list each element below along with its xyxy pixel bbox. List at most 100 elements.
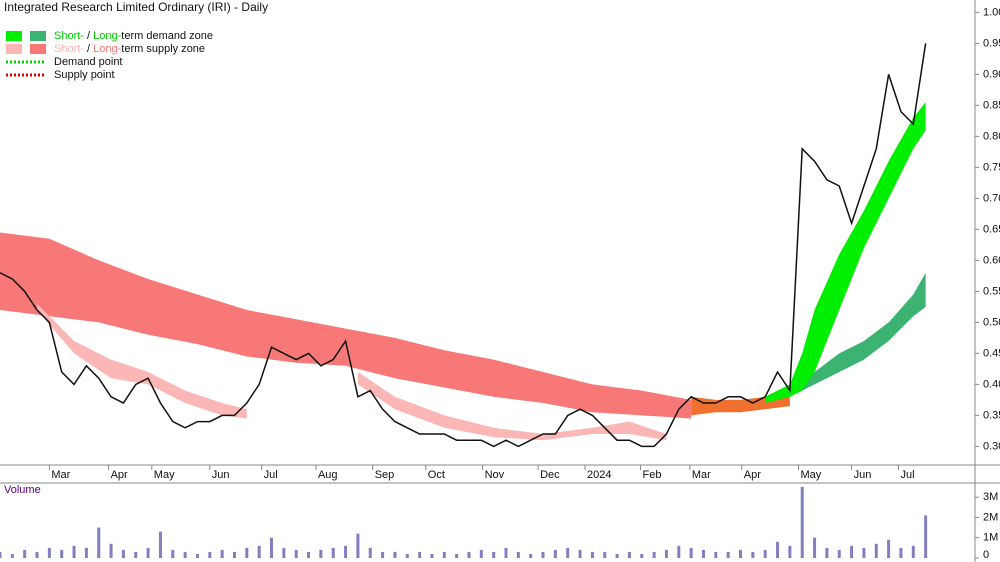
legend-swatch: [30, 44, 46, 54]
y-tick-label: 0.80: [983, 130, 1000, 142]
volume-bar: [603, 551, 607, 558]
x-tick-label: Sep: [375, 469, 395, 481]
volume-bar: [47, 547, 51, 558]
x-tick-label: 2024: [587, 469, 611, 481]
volume-bar: [529, 553, 533, 558]
volume-bar: [97, 527, 101, 558]
volume-bar: [541, 551, 545, 558]
volume-tick-label: 2M: [983, 511, 998, 523]
volume-bar: [158, 531, 162, 558]
volume-bar: [862, 547, 866, 558]
volume-bar: [381, 551, 385, 558]
x-tick-label: Mar: [51, 469, 70, 481]
x-tick-label: Jun: [854, 469, 872, 481]
legend-part: term supply zone: [121, 43, 205, 55]
volume-bar: [813, 537, 817, 558]
x-tick-label: May: [801, 469, 822, 481]
x-tick-label: Nov: [485, 469, 505, 481]
volume-bar: [368, 547, 372, 558]
y-tick-label: 0.50: [983, 316, 1000, 328]
y-tick-label: 0.75: [983, 161, 1000, 173]
legend-part: Long-: [93, 43, 121, 55]
volume-bar: [689, 547, 693, 558]
volume-bar: [121, 549, 125, 558]
volume-bar: [899, 547, 903, 558]
x-tick-label: May: [154, 469, 175, 481]
volume-bar: [171, 549, 175, 558]
legend-part: Short-: [54, 43, 84, 55]
volume-bar: [418, 551, 422, 558]
volume-bar: [553, 549, 557, 558]
volume-bar: [874, 543, 878, 558]
volume-bar: [640, 553, 644, 558]
y-tick-label: 0.85: [983, 99, 1000, 111]
zone-band: [765, 102, 926, 404]
zone-band: [357, 372, 667, 441]
legend-part: Short-: [54, 30, 84, 42]
volume-bar: [208, 551, 212, 558]
volume-bar: [455, 553, 459, 558]
x-tick-label: Mar: [692, 469, 711, 481]
volume-bar: [615, 553, 619, 558]
legend-label: Demand point: [54, 56, 123, 68]
x-tick-label: Jul: [900, 469, 914, 481]
legend-part: term demand zone: [121, 30, 213, 42]
volume-bar: [393, 551, 397, 558]
volume-bar: [701, 549, 705, 558]
zone-band: [789, 272, 926, 397]
volume-bar: [924, 515, 928, 558]
y-tick-label: 0.55: [983, 285, 1000, 297]
volume-bar: [776, 541, 780, 558]
y-tick-label: 0.95: [983, 37, 1000, 49]
volume-bar: [887, 539, 891, 558]
volume-bar: [0, 551, 2, 558]
y-tick-label: 0.60: [983, 254, 1000, 266]
y-tick-label: 0.45: [983, 347, 1000, 359]
volume-bar: [109, 543, 113, 558]
volume-bar: [467, 551, 471, 558]
volume-bar: [911, 545, 915, 558]
volume-bar: [788, 545, 792, 558]
volume-bar: [232, 551, 236, 558]
volume-bar: [578, 549, 582, 558]
price-line: [0, 43, 927, 448]
volume-bar: [800, 487, 804, 558]
x-tick-label: Apr: [744, 469, 761, 481]
volume-title: Volume: [4, 484, 41, 496]
y-tick-label: 1.00: [983, 6, 1000, 18]
y-tick-label: 0.30: [983, 440, 1000, 452]
volume-bar: [566, 547, 570, 558]
volume-bar: [72, 545, 76, 558]
volume-bar: [726, 551, 730, 558]
legend-swatch: [6, 31, 22, 41]
legend-swatch: [6, 44, 22, 54]
x-tick-label: Jun: [212, 469, 230, 481]
volume-bar: [10, 553, 14, 558]
volume-bar: [307, 551, 311, 558]
volume-bar: [837, 549, 841, 558]
volume-bar: [220, 549, 224, 558]
x-tick-label: Jul: [264, 469, 278, 481]
volume-bar: [257, 545, 261, 558]
volume-bar: [183, 551, 187, 558]
x-tick-label: Aug: [318, 469, 338, 481]
volume-bar: [590, 551, 594, 558]
y-tick-label: 0.65: [983, 223, 1000, 235]
volume-bar: [516, 551, 520, 558]
y-tick-label: 0.35: [983, 409, 1000, 421]
y-tick-label: 0.90: [983, 68, 1000, 80]
volume-bar: [627, 551, 631, 558]
volume-bar: [763, 549, 767, 558]
volume-bar: [60, 549, 64, 558]
legend-part: /: [84, 43, 93, 55]
volume-bar: [146, 547, 150, 558]
volume-bar: [677, 545, 681, 558]
volume-bar: [652, 551, 656, 558]
x-tick-label: Feb: [643, 469, 662, 481]
zones: [0, 102, 926, 441]
volume-bar: [245, 547, 249, 558]
volume-bar: [35, 551, 39, 558]
volume-tick-label: 1M: [983, 532, 998, 544]
volume-bar: [492, 551, 496, 558]
legend-label: Supply point: [54, 69, 115, 81]
